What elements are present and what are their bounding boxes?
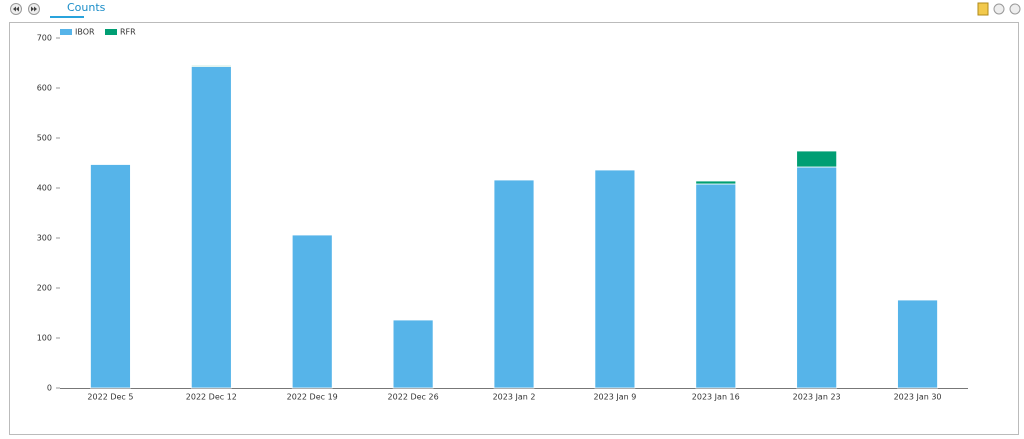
y-tick-label: 700 [37, 34, 52, 43]
legend-swatch [105, 29, 117, 35]
tab-label[interactable]: Counts [67, 1, 106, 14]
bar-segment [190, 65, 232, 67]
nav-buttons[interactable] [10, 3, 40, 15]
legend-label: RFR [120, 28, 136, 37]
bar-segment [796, 166, 838, 389]
x-tick-label: 2023 Jan 16 [692, 393, 740, 402]
legend-swatch [60, 29, 72, 35]
bar-segment [291, 234, 333, 389]
bar-segment [392, 319, 434, 389]
y-tick-label: 600 [37, 84, 52, 93]
bar-segment [695, 183, 737, 389]
y-tick-label: 100 [37, 334, 52, 343]
toolbar-icons[interactable] [977, 2, 1021, 16]
bar-segment [90, 164, 131, 389]
bar-segment [796, 150, 838, 168]
x-tick-label: 2022 Dec 5 [87, 393, 133, 402]
x-tick-label: 2022 Dec 26 [388, 393, 439, 402]
bar-segment [190, 66, 232, 389]
y-tick-label: 0 [47, 384, 52, 393]
y-tick-label: 200 [37, 284, 52, 293]
x-tick-label: 2023 Jan 9 [593, 393, 636, 402]
bar-segment [695, 180, 737, 185]
x-tick-label: 2022 Dec 12 [186, 393, 237, 402]
bar-segment [897, 299, 938, 389]
bar-segment [594, 169, 636, 389]
bar-segment [493, 179, 535, 389]
x-tick-label: 2023 Jan 23 [793, 393, 841, 402]
chart: 0 100 200 300 400 500 600 700 IBOR RFR 2022 Dec 5 2… [37, 28, 968, 402]
x-tick-label: 2022 Dec 19 [287, 393, 338, 402]
y-tick-label: 500 [37, 134, 52, 143]
y-tick-label: 400 [37, 184, 52, 193]
x-tick-label: 2023 Jan 2 [493, 393, 536, 402]
legend-label: IBOR [75, 28, 95, 37]
y-tick-label: 300 [37, 234, 52, 243]
x-tick-label: 2023 Jan 30 [894, 393, 942, 402]
